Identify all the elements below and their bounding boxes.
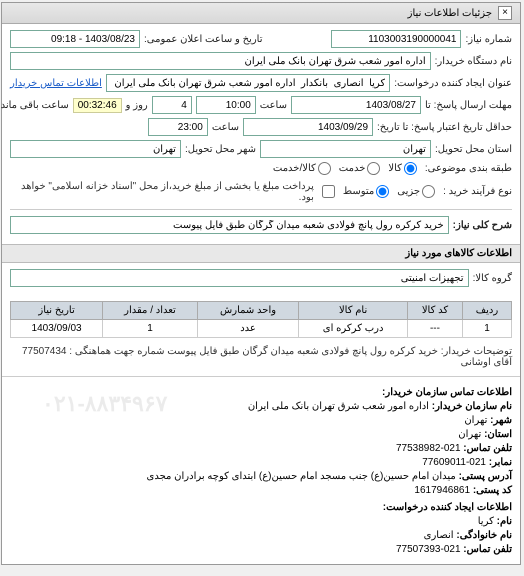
time-label-1: ساعت [261, 100, 288, 111]
announce-label: تاریخ و ساعت اعلان عمومی: [145, 34, 264, 45]
req-num-input[interactable] [332, 30, 462, 48]
budget-cat-label: طبقه بندی موضوعی: [426, 163, 513, 174]
cr-family-label: نام خانوادگی: [457, 530, 513, 541]
c-fax-label: نمابر: [490, 457, 513, 468]
time-label-2: ساعت [213, 122, 240, 133]
th-1: کد کالا [408, 302, 463, 320]
td-5: 1403/09/03 [12, 320, 104, 338]
city-label: شهر محل تحویل: [186, 144, 257, 155]
td-0: 1 [464, 320, 513, 338]
c-city-label: شهر: [491, 415, 513, 426]
radio-goods-text: کالا [389, 163, 403, 174]
radio-medium-text: متوسط [344, 186, 375, 197]
c-addr-label: آدرس پستی: [460, 471, 513, 482]
cr-phone: 021-77507393 [397, 544, 462, 555]
radio-small-label[interactable]: جزیی [398, 185, 436, 198]
radio-both-label[interactable]: کالا/خدمت [274, 162, 332, 175]
province-input[interactable] [261, 140, 432, 158]
min-valid-label: حداقل تاریخ اعتبار پاسخ: تا تاریخ: [378, 122, 513, 133]
table-header-row: ردیف کد کالا نام کالا واحد شمارش تعداد /… [12, 302, 513, 320]
radio-medium-label[interactable]: متوسط [344, 185, 390, 198]
c-city: تهران [465, 415, 488, 426]
min-valid-time-input[interactable] [149, 118, 209, 136]
days-remain-input [153, 96, 193, 114]
time-remain: 00:32:46 [74, 98, 123, 113]
purchase-type-label: نوع فرآیند خرید : [444, 186, 513, 197]
th-5: تاریخ نیاز [12, 302, 104, 320]
time-remain-label: ساعت باقی مانده [0, 100, 70, 111]
buyer-org-label: نام دستگاه خریدار: [436, 56, 513, 67]
group-label: گروه کالا: [474, 273, 513, 284]
radio-small-text: جزیی [398, 186, 421, 197]
cr-name: کریا [479, 516, 495, 527]
th-0: ردیف [464, 302, 513, 320]
cr-phone-label: تلفن تماس: [464, 544, 513, 555]
cr-name-label: نام: [498, 516, 513, 527]
c-prov-label: استان: [485, 429, 513, 440]
c-post-label: کد پستی: [474, 485, 513, 496]
radio-medium[interactable] [377, 185, 390, 198]
creator-header: اطلاعات ایجاد کننده درخواست: [11, 502, 513, 513]
desc-label: شرح کلی نیاز: [454, 220, 513, 231]
creator-label: عنوان ایجاد کننده درخواست: [395, 78, 513, 89]
radio-service[interactable] [368, 162, 381, 175]
radio-goods-label[interactable]: کالا [389, 162, 418, 175]
radio-service-label[interactable]: خدمت [340, 162, 382, 175]
contact-link[interactable]: اطلاعات تماس خریدار [11, 78, 103, 89]
c-addr: میدان امام حسین(ع) جنب مسجد امام حسین(ع)… [148, 471, 457, 482]
radio-both-text: کالا/خدمت [274, 163, 317, 174]
city-input[interactable] [11, 140, 182, 158]
td-1: --- [408, 320, 463, 338]
c-org-label: نام سازمان خریدار: [433, 401, 513, 412]
req-num-label: شماره نیاز: [466, 34, 513, 45]
deadline-time-input[interactable] [197, 96, 257, 114]
radio-service-text: خدمت [340, 163, 367, 174]
days-remain-label: روز و [127, 100, 149, 111]
contact-header: اطلاعات تماس سازمان خریدار: [11, 387, 513, 398]
radio-goods[interactable] [405, 162, 418, 175]
announce-input[interactable] [11, 30, 141, 48]
td-3: عدد [198, 320, 299, 338]
items-table: ردیف کد کالا نام کالا واحد شمارش تعداد /… [11, 301, 513, 338]
title-bar: × جزئیات اطلاعات نیاز [3, 3, 521, 24]
c-post: 1617946861 [415, 485, 471, 496]
c-phone: 021-77538982 [397, 443, 462, 454]
table-note: توضیحات خریدار: خرید کرکره رول پانچ فولا… [3, 342, 521, 372]
title-text: جزئیات اطلاعات نیاز [409, 8, 493, 19]
cr-family: انصاری [425, 530, 455, 541]
th-4: تعداد / مقدار [104, 302, 199, 320]
td-4: 1 [104, 320, 199, 338]
group-input[interactable] [11, 269, 470, 287]
radio-small[interactable] [423, 185, 436, 198]
items-header: اطلاعات کالاهای مورد نیاز [3, 244, 521, 263]
c-phone-label: تلفن تماس: [464, 443, 513, 454]
buyer-org-input[interactable] [11, 52, 432, 70]
purchase-note: پرداخت مبلغ یا بخشی از مبلغ خرید،از محل … [11, 181, 315, 203]
close-icon[interactable]: × [499, 6, 513, 20]
c-prov: تهران [459, 429, 482, 440]
th-2: نام کالا [300, 302, 409, 320]
td-2: درب کرکره ای [300, 320, 409, 338]
min-valid-date-input[interactable] [244, 118, 374, 136]
province-label: استان محل تحویل: [436, 144, 513, 155]
deadline-label: مهلت ارسال پاسخ: تا [426, 100, 513, 111]
c-fax: 021-77609011 [423, 457, 487, 468]
creator-input[interactable] [107, 74, 391, 92]
desc-input[interactable] [11, 216, 450, 234]
radio-both[interactable] [319, 162, 332, 175]
c-org: اداره امور شعب شرق تهران بانک ملی ایران [249, 401, 430, 412]
treasury-checkbox[interactable] [323, 185, 336, 198]
table-row: 1 --- درب کرکره ای عدد 1 1403/09/03 [12, 320, 513, 338]
deadline-date-input[interactable] [292, 96, 422, 114]
th-3: واحد شمارش [198, 302, 299, 320]
